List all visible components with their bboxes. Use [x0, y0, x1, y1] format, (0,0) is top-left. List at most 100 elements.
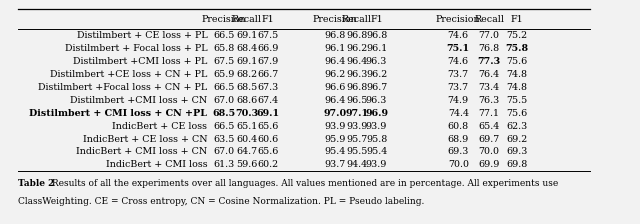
Text: 96.4: 96.4: [324, 57, 346, 66]
Text: 69.7: 69.7: [479, 135, 500, 144]
Text: 66.9: 66.9: [257, 44, 278, 53]
Text: 67.9: 67.9: [257, 57, 278, 66]
Text: 69.2: 69.2: [506, 135, 527, 144]
Text: 66.5: 66.5: [213, 83, 234, 92]
Text: 96.2: 96.2: [324, 70, 346, 79]
Text: IndicBert + CMI loss: IndicBert + CMI loss: [106, 160, 207, 169]
Text: 65.8: 65.8: [213, 44, 234, 53]
Text: 96.6: 96.6: [324, 83, 346, 92]
Text: 69.3: 69.3: [506, 147, 527, 156]
Text: 75.8: 75.8: [505, 44, 528, 53]
Text: 93.7: 93.7: [324, 160, 346, 169]
Text: IndicBert + CMI loss + CN: IndicBert + CMI loss + CN: [76, 147, 207, 156]
Text: Distilmbert +Focal loss + CN + PL: Distilmbert +Focal loss + CN + PL: [38, 83, 207, 92]
Text: 76.3: 76.3: [479, 96, 500, 105]
Text: 76.8: 76.8: [479, 44, 500, 53]
Text: 74.6: 74.6: [448, 31, 469, 40]
Text: Distilmbert + Focal loss + PL: Distilmbert + Focal loss + PL: [65, 44, 207, 53]
Text: 96.7: 96.7: [366, 83, 387, 92]
Text: 75.6: 75.6: [506, 57, 527, 66]
Text: F1: F1: [510, 15, 523, 24]
Text: 96.2: 96.2: [346, 44, 367, 53]
Text: 62.3: 62.3: [506, 122, 527, 131]
Text: 73.4: 73.4: [479, 83, 500, 92]
Text: 60.4: 60.4: [236, 135, 257, 144]
Text: 95.9: 95.9: [324, 135, 346, 144]
Text: 68.6: 68.6: [236, 96, 257, 105]
Text: Recall: Recall: [232, 15, 262, 24]
Text: 93.9: 93.9: [324, 122, 346, 131]
Text: 93.9: 93.9: [366, 122, 387, 131]
Text: 97.1: 97.1: [345, 109, 368, 118]
Text: 95.5: 95.5: [346, 147, 367, 156]
Text: 68.4: 68.4: [236, 44, 257, 53]
Text: 67.5: 67.5: [257, 31, 278, 40]
Text: 74.9: 74.9: [448, 96, 469, 105]
Text: 68.9: 68.9: [447, 135, 469, 144]
Text: 65.6: 65.6: [257, 147, 278, 156]
Text: 67.0: 67.0: [213, 147, 234, 156]
Text: 65.4: 65.4: [479, 122, 500, 131]
Text: 68.2: 68.2: [236, 70, 257, 79]
Text: 66.5: 66.5: [213, 31, 234, 40]
Text: 67.0: 67.0: [213, 96, 234, 105]
Text: 68.5: 68.5: [236, 83, 257, 92]
Text: 60.2: 60.2: [257, 160, 278, 169]
Text: 97.0: 97.0: [324, 109, 347, 118]
Text: 96.8: 96.8: [324, 31, 346, 40]
Text: 96.3: 96.3: [366, 96, 387, 105]
Text: 67.3: 67.3: [257, 83, 278, 92]
Text: 77.1: 77.1: [479, 109, 500, 118]
Text: 74.6: 74.6: [448, 57, 469, 66]
Text: 69.3: 69.3: [447, 147, 469, 156]
Text: 93.9: 93.9: [346, 122, 367, 131]
Text: Results of all the experiments over all languages. All values mentioned are in p: Results of all the experiments over all …: [49, 179, 558, 188]
Text: Table 2: Table 2: [18, 179, 54, 188]
Text: 66.7: 66.7: [257, 70, 278, 79]
Text: Precision: Precision: [313, 15, 357, 24]
Text: Precision: Precision: [202, 15, 246, 24]
Text: IndicBert + CE loss + CN: IndicBert + CE loss + CN: [83, 135, 207, 144]
Text: Distilmbert + CE loss + PL: Distilmbert + CE loss + PL: [77, 31, 207, 40]
Text: F1: F1: [262, 15, 275, 24]
Text: 68.5: 68.5: [212, 109, 235, 118]
Text: 96.4: 96.4: [346, 57, 367, 66]
Text: 69.1: 69.1: [257, 109, 280, 118]
Text: 69.1: 69.1: [236, 57, 257, 66]
Text: 94.4: 94.4: [346, 160, 367, 169]
Text: 64.7: 64.7: [236, 147, 257, 156]
Text: 74.8: 74.8: [506, 83, 527, 92]
Text: 75.5: 75.5: [506, 96, 527, 105]
Text: 96.2: 96.2: [366, 70, 387, 79]
Text: 93.9: 93.9: [366, 160, 387, 169]
Text: 59.6: 59.6: [236, 160, 258, 169]
Text: Precision: Precision: [436, 15, 481, 24]
Text: 67.4: 67.4: [257, 96, 278, 105]
Text: Distilmbert + CMI loss + CN +PL: Distilmbert + CMI loss + CN +PL: [29, 109, 207, 118]
Text: 95.4: 95.4: [324, 147, 346, 156]
Text: 61.3: 61.3: [213, 160, 234, 169]
Text: 75.1: 75.1: [447, 44, 470, 53]
Text: 70.0: 70.0: [448, 160, 468, 169]
Text: 96.3: 96.3: [366, 57, 387, 66]
Text: 75.6: 75.6: [506, 109, 527, 118]
Text: IndicBert + CE loss: IndicBert + CE loss: [112, 122, 207, 131]
Text: 75.2: 75.2: [506, 31, 527, 40]
Text: 96.3: 96.3: [346, 70, 367, 79]
Text: 73.7: 73.7: [448, 70, 469, 79]
Text: 74.8: 74.8: [506, 70, 527, 79]
Text: 96.4: 96.4: [324, 96, 346, 105]
Text: 60.8: 60.8: [448, 122, 469, 131]
Text: 95.4: 95.4: [366, 147, 387, 156]
Text: Recall: Recall: [474, 15, 504, 24]
Text: ClassWeighting. CE = Cross entropy, CN = Cosine Normalization. PL = Pseudo label: ClassWeighting. CE = Cross entropy, CN =…: [18, 197, 424, 206]
Text: 66.5: 66.5: [213, 122, 234, 131]
Text: 77.3: 77.3: [477, 57, 501, 66]
Text: 60.6: 60.6: [257, 135, 278, 144]
Text: Distilmbert +CMI loss + CN: Distilmbert +CMI loss + CN: [70, 96, 207, 105]
Text: 67.5: 67.5: [213, 57, 234, 66]
Text: 69.9: 69.9: [479, 160, 500, 169]
Text: 96.8: 96.8: [346, 83, 367, 92]
Text: 70.0: 70.0: [479, 147, 500, 156]
Text: 96.1: 96.1: [324, 44, 346, 53]
